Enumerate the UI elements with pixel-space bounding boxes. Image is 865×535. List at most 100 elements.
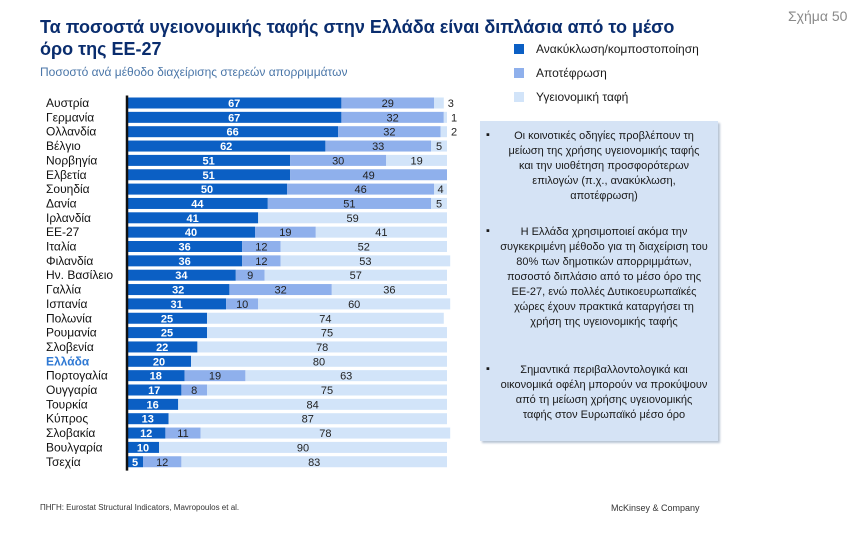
note-1-text: Οι κοινοτικές οδηγίες προβλέπουν τη μείω… xyxy=(508,130,700,202)
value-label-incineration-βέλγιο: 33 xyxy=(372,141,384,153)
category-label-εε-27: ΕΕ-27 xyxy=(46,225,80,239)
category-label-ιρλανδία: Ιρλανδία xyxy=(46,211,91,225)
legend-label-recycling: Ανακύκλωση/κομποστοποίηση xyxy=(536,42,699,56)
category-label-ην-βασίλειο: Ην. Βασίλειο xyxy=(46,268,113,282)
category-label-νορβηγία: Νορβηγία xyxy=(46,153,97,167)
bar-landfill-βέλγιο xyxy=(431,140,447,152)
value-label-landfill-φιλανδία: 53 xyxy=(359,256,371,268)
value-label-landfill-ην-βασίλειο: 57 xyxy=(350,270,362,282)
bar-landfill-ισπανία xyxy=(258,298,451,310)
bar-landfill-δανία xyxy=(431,197,447,209)
bar-recycling-σουηδία xyxy=(127,183,287,195)
bar-incineration-ελβετία xyxy=(290,169,447,181)
value-label-landfill-ρουμανία: 75 xyxy=(321,328,333,340)
category-label-αυστρία: Αυστρία xyxy=(46,96,89,110)
source-note: ΠΗΓΗ: Eurostat Structural Indicators, Ma… xyxy=(40,503,240,512)
category-label-ελβετία: Ελβετία xyxy=(46,168,87,182)
value-label-landfill-ιταλία: 52 xyxy=(358,242,370,254)
bar-landfill-σλοβενία xyxy=(197,341,447,353)
value-label-recycling-βουλγαρία: 10 xyxy=(137,442,149,454)
bar-landfill-ην-βασίλειο xyxy=(264,269,447,281)
value-label-recycling-πορτογαλία: 18 xyxy=(150,371,162,383)
bar-recycling-πορτογαλία xyxy=(127,370,185,382)
category-label-δανία: Δανία xyxy=(46,196,77,210)
bullet-icon: ▪ xyxy=(486,363,490,375)
bar-recycling-ολλανδία xyxy=(127,126,339,138)
value-label-landfill-σουηδία: 4 xyxy=(438,184,444,196)
category-label-ρουμανία: Ρουμανία xyxy=(46,326,97,340)
bar-landfill-βουλγαρία xyxy=(159,441,447,453)
bar-recycling-δανία xyxy=(127,197,268,209)
bar-landfill-σλοβακία xyxy=(200,427,451,439)
bar-recycling-ισπανία xyxy=(127,298,227,310)
value-label-incineration-φιλανδία: 12 xyxy=(255,256,267,268)
value-label-incineration-ουγγαρία: 8 xyxy=(191,385,197,397)
value-label-recycling-φιλανδία: 36 xyxy=(178,256,190,268)
bar-landfill-ιρλανδία xyxy=(258,212,447,224)
bar-incineration-φιλανδία xyxy=(242,255,281,267)
value-label-landfill-ολλανδία: 2 xyxy=(451,127,457,139)
legend-label-incineration: Αποτέφρωση xyxy=(536,66,607,80)
bar-incineration-τσεχία xyxy=(143,456,182,468)
value-label-incineration-εε-27: 19 xyxy=(279,227,291,239)
bar-recycling-ελβετία xyxy=(127,169,291,181)
bar-landfill-νορβηγία xyxy=(386,154,447,166)
legend-label-landfill: Υγειονομική ταφή xyxy=(536,90,629,104)
category-label-σουηδία: Σουηδία xyxy=(46,182,90,196)
value-label-recycling-πολωνία: 25 xyxy=(161,313,173,325)
category-label-σλοβακία: Σλοβακία xyxy=(46,426,95,440)
bar-incineration-βέλγιο xyxy=(325,140,431,152)
bar-landfill-γερμανία xyxy=(443,111,447,123)
value-label-recycling-τουρκία: 16 xyxy=(146,399,158,411)
value-label-landfill-αυστρία: 3 xyxy=(448,98,454,110)
value-label-recycling-νορβηγία: 51 xyxy=(202,155,214,167)
bar-landfill-σουηδία xyxy=(434,183,447,195)
value-label-landfill-ισπανία: 60 xyxy=(348,299,360,311)
bar-recycling-ιρλανδία xyxy=(127,212,259,224)
category-label-σλοβενία: Σλοβενία xyxy=(46,340,94,354)
value-label-incineration-δανία: 51 xyxy=(343,198,355,210)
bar-landfill-κύπρος xyxy=(168,413,447,425)
value-label-landfill-γερμανία: 1 xyxy=(451,112,457,124)
value-label-incineration-σλοβακία: 11 xyxy=(177,428,188,440)
category-label-ισπανία: Ισπανία xyxy=(46,297,87,311)
value-label-incineration-τσεχία: 12 xyxy=(156,457,168,469)
category-label-ουγγαρία: Ουγγαρία xyxy=(46,383,97,397)
value-label-recycling-εε-27: 40 xyxy=(185,227,197,239)
bar-recycling-γαλλία xyxy=(127,284,230,296)
bar-incineration-εε-27 xyxy=(255,226,316,238)
legend-swatch-landfill xyxy=(514,92,524,102)
bar-landfill-φιλανδία xyxy=(280,255,451,267)
bar-recycling-ελλάδα xyxy=(127,355,191,367)
bar-landfill-τουρκία xyxy=(178,398,447,410)
bar-incineration-γερμανία xyxy=(341,111,444,123)
bar-recycling-εε-27 xyxy=(127,226,255,238)
value-label-incineration-σουηδία: 46 xyxy=(354,184,366,196)
category-label-ελλάδα: Ελλάδα xyxy=(46,354,90,368)
bar-incineration-ισπανία xyxy=(226,298,259,310)
bar-recycling-βουλγαρία xyxy=(127,441,159,453)
bar-incineration-ην-βασίλειο xyxy=(235,269,265,281)
value-label-recycling-τσεχία: 5 xyxy=(132,457,138,469)
bar-recycling-κύπρος xyxy=(127,413,169,425)
bar-recycling-ουγγαρία xyxy=(127,384,182,396)
value-label-incineration-ιταλία: 12 xyxy=(255,242,267,254)
bar-incineration-γαλλία xyxy=(229,284,332,296)
value-label-recycling-ελβετία: 51 xyxy=(202,170,214,182)
bullet-icon: ▪ xyxy=(486,129,490,141)
bar-recycling-τσεχία xyxy=(127,456,143,468)
value-label-recycling-σλοβακία: 12 xyxy=(140,428,152,440)
bar-recycling-φιλανδία xyxy=(127,255,243,267)
value-label-landfill-πορτογαλία: 63 xyxy=(340,371,352,383)
category-label-τουρκία: Τουρκία xyxy=(46,397,88,411)
bar-landfill-πολωνία xyxy=(207,312,444,324)
category-label-φιλανδία: Φιλανδία xyxy=(46,254,93,268)
value-label-landfill-νορβηγία: 19 xyxy=(410,155,422,167)
bar-landfill-αυστρία xyxy=(434,97,444,109)
value-label-incineration-πορτογαλία: 19 xyxy=(209,371,221,383)
value-label-landfill-σλοβακία: 78 xyxy=(319,428,331,440)
note-2-text: Η Ελλάδα χρησιμοποιεί ακόμα την συγκεκρι… xyxy=(500,226,708,328)
value-label-incineration-νορβηγία: 30 xyxy=(332,155,344,167)
value-label-incineration-γαλλία: 32 xyxy=(274,285,286,297)
value-label-landfill-κύπρος: 87 xyxy=(302,414,314,426)
